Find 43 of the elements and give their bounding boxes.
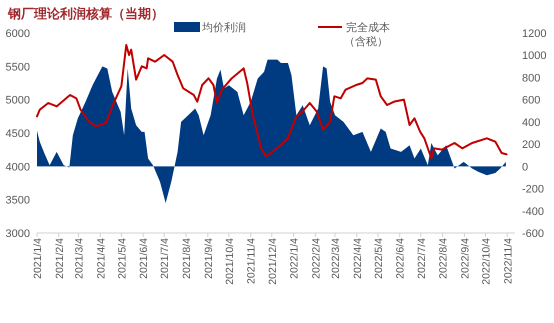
chart-title: 钢厂理论利润核算（当期）	[7, 6, 164, 22]
y-tick-label: 5000	[6, 94, 30, 107]
y2-tick-label: 200	[522, 139, 540, 152]
x-tick-label: 2021/12/4	[266, 238, 279, 285]
x-tick-label: 2021/6/4	[138, 238, 150, 279]
x-tick-label: 2022/9/4	[459, 238, 472, 279]
x-tick-label: 2022/4/4	[352, 238, 364, 279]
x-tick-label: 2021/8/4	[181, 238, 194, 279]
y2-tick-label: 1200	[522, 28, 546, 40]
y-tick-label: 4500	[6, 128, 30, 140]
legend-label: 均价利润	[201, 21, 246, 34]
y2-tick-label: 1000	[522, 50, 546, 62]
x-tick-label: 2021/7/4	[159, 238, 172, 279]
y2-tick-label: 400	[522, 116, 540, 129]
x-tick-label: 2022/3/4	[330, 238, 342, 279]
x-tick-label: 2021/11/4	[246, 238, 258, 284]
x-tick-label: 2021/1/4	[32, 238, 44, 279]
y-tick-label: 6000	[6, 28, 30, 40]
y2-tick-label: -400	[522, 206, 544, 218]
x-tick-label: 2022/11/4	[502, 238, 514, 284]
y-tick-label: 3500	[6, 194, 30, 207]
x-tick-label: 2021/3/4	[73, 238, 86, 279]
x-tick-label: 2022/5/4	[372, 238, 385, 279]
x-tick-label: 2022/2/4	[310, 238, 322, 279]
legend-label: 完全成本（含税）	[344, 21, 390, 48]
y2-tick-label: 0	[522, 161, 528, 174]
y-tick-label: 3000	[6, 228, 30, 240]
x-tick-label: 2022/10/4	[480, 238, 492, 285]
y-tick-label: 5500	[6, 61, 30, 74]
x-tick-label: 2021/4/4	[95, 238, 108, 279]
x-tick-label: 2021/2/4	[54, 238, 66, 279]
x-tick-label: 2022/1/4	[288, 238, 301, 279]
x-tick-label: 2022/7/4	[416, 238, 428, 279]
x-tick-label: 2022/8/4	[438, 238, 450, 279]
x-tick-label: 2021/10/4	[224, 238, 236, 285]
y-tick-label: 4000	[6, 161, 30, 174]
y2-tick-label: -600	[522, 228, 544, 240]
y2-tick-label: -200	[522, 184, 544, 196]
x-tick-label: 2022/6/4	[394, 238, 407, 279]
y2-tick-label: 800	[522, 72, 540, 84]
x-tick-label: 2021/5/4	[116, 238, 128, 279]
y2-tick-label: 600	[522, 94, 540, 107]
x-tick-label: 2021/9/4	[202, 238, 215, 279]
